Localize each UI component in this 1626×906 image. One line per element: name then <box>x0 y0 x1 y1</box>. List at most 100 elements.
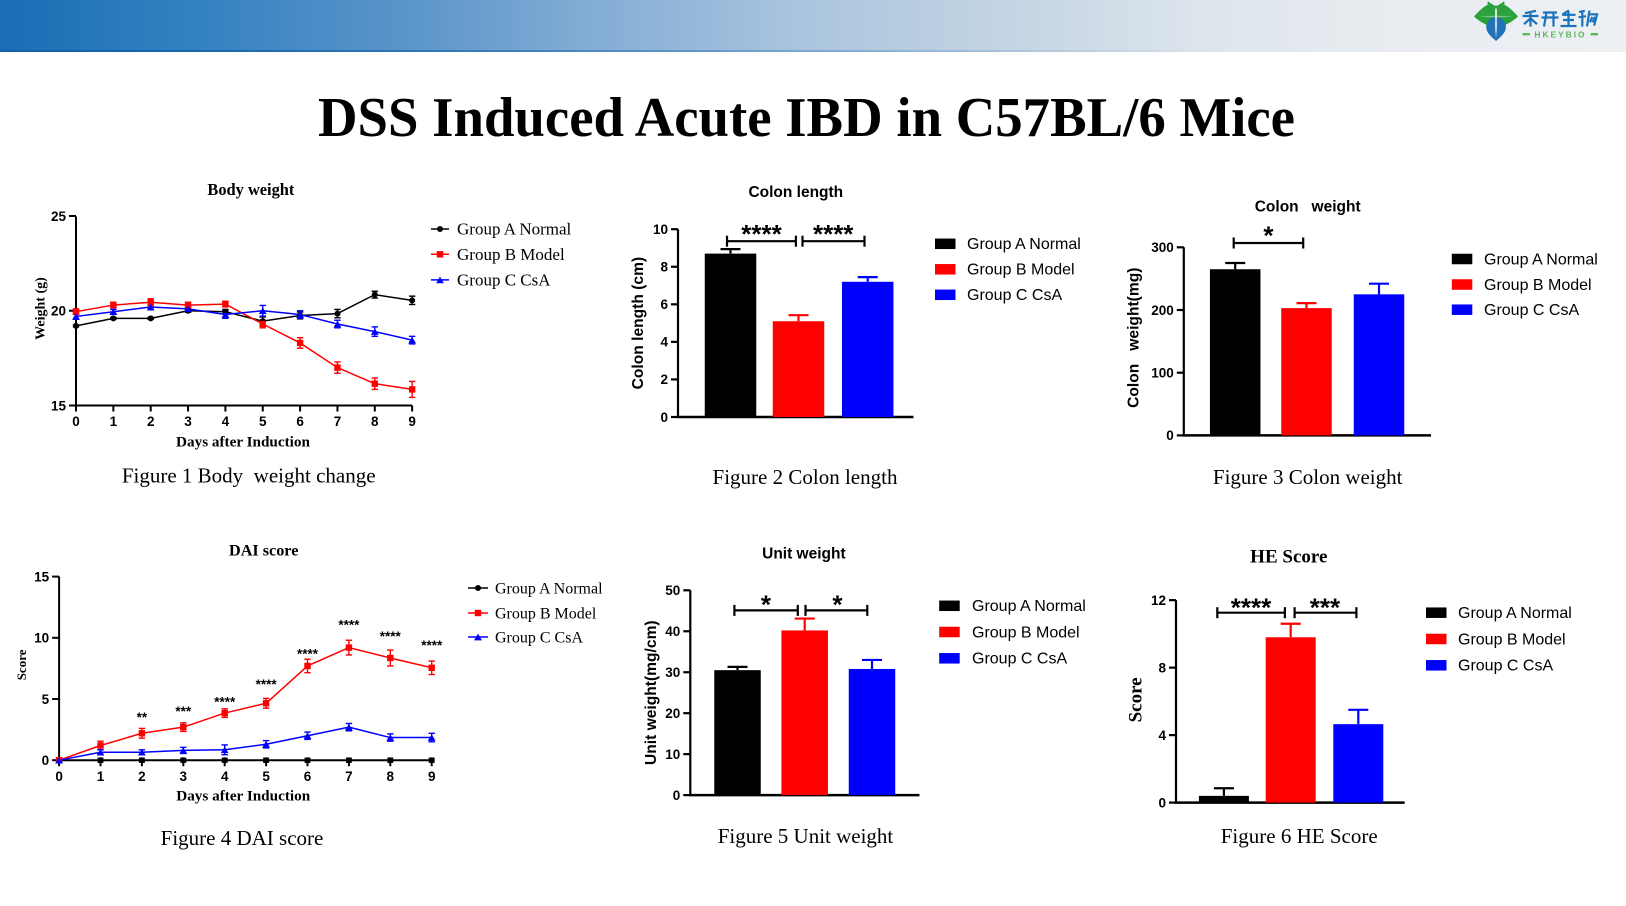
svg-text:8: 8 <box>1158 660 1166 675</box>
svg-text:Group B Model: Group B Model <box>495 605 597 622</box>
svg-text:Colon weight(mg): Colon weight(mg) <box>1126 268 1143 408</box>
svg-text:*: * <box>761 589 772 619</box>
svg-text:100: 100 <box>1151 366 1174 381</box>
svg-text:25: 25 <box>51 209 67 224</box>
svg-text:20: 20 <box>51 304 66 319</box>
svg-text:0: 0 <box>72 414 80 429</box>
svg-text:Body weight: Body weight <box>207 180 295 199</box>
svg-text:DAI score: DAI score <box>229 541 298 559</box>
svg-text:10: 10 <box>653 222 668 237</box>
svg-text:Group B Model: Group B Model <box>457 245 565 264</box>
svg-text:4: 4 <box>222 414 230 429</box>
svg-text:6: 6 <box>660 297 668 312</box>
svg-text:Group C CsA: Group C CsA <box>972 651 1067 668</box>
svg-text:Group C CsA: Group C CsA <box>1484 302 1579 319</box>
svg-text:HKEYBIO: HKEYBIO <box>1534 29 1586 39</box>
svg-text:6: 6 <box>296 414 304 429</box>
svg-text:Group C CsA: Group C CsA <box>495 629 583 646</box>
svg-text:6: 6 <box>304 769 312 784</box>
svg-text:4: 4 <box>660 335 668 350</box>
svg-text:***: *** <box>175 704 192 719</box>
svg-text:Weight (g): Weight (g) <box>34 277 49 340</box>
svg-text:0: 0 <box>1166 428 1174 443</box>
svg-text:****: **** <box>741 219 782 249</box>
svg-text:8: 8 <box>371 414 379 429</box>
svg-text:30: 30 <box>665 665 680 680</box>
svg-text:Figure 3 Colon weight: Figure 3 Colon weight <box>1213 465 1403 489</box>
svg-text:0: 0 <box>55 769 63 784</box>
svg-text:Group A Normal: Group A Normal <box>1458 605 1572 622</box>
svg-text:Figure 4 DAI score: Figure 4 DAI score <box>161 826 324 850</box>
svg-text:****: **** <box>214 695 236 710</box>
svg-text:3: 3 <box>184 414 192 429</box>
svg-text:****: **** <box>297 646 319 661</box>
svg-text:****: **** <box>813 219 854 249</box>
svg-text:DSS Induced Acute IBD in C57BL: DSS Induced Acute IBD in C57BL/6 Mice <box>318 87 1295 149</box>
svg-text:10: 10 <box>34 631 49 646</box>
svg-text:****: **** <box>256 677 278 692</box>
svg-text:Days after Induction: Days after Induction <box>176 788 310 805</box>
svg-text:9: 9 <box>408 414 416 429</box>
svg-text:Group B Model: Group B Model <box>972 624 1080 641</box>
svg-text:12: 12 <box>1151 593 1166 608</box>
svg-text:300: 300 <box>1151 240 1174 255</box>
svg-text:7: 7 <box>345 769 353 784</box>
svg-text:Unit weight: Unit weight <box>762 546 846 563</box>
svg-text:**: ** <box>137 710 148 725</box>
svg-text:Group B Model: Group B Model <box>967 262 1075 279</box>
svg-text:9: 9 <box>428 769 436 784</box>
svg-text:Colon length: Colon length <box>748 184 843 201</box>
svg-text:Group A Normal: Group A Normal <box>1484 251 1598 268</box>
svg-text:8: 8 <box>387 769 395 784</box>
svg-text:Group A Normal: Group A Normal <box>972 598 1086 615</box>
svg-text:Score: Score <box>14 649 29 680</box>
svg-text:Group A Normal: Group A Normal <box>457 220 572 239</box>
svg-text:0: 0 <box>42 753 50 768</box>
svg-text:20: 20 <box>665 706 680 721</box>
svg-text:Group C CsA: Group C CsA <box>457 271 551 290</box>
svg-text:40: 40 <box>665 624 680 639</box>
svg-text:Figure 2 Colon length: Figure 2 Colon length <box>713 465 898 489</box>
svg-text:Group A Normal: Group A Normal <box>495 580 603 597</box>
svg-text:****: **** <box>380 629 402 644</box>
svg-text:5: 5 <box>259 414 267 429</box>
svg-text:10: 10 <box>665 747 680 762</box>
svg-text:0: 0 <box>660 410 668 425</box>
svg-text:Figure 5 Unit weight: Figure 5 Unit weight <box>718 824 894 848</box>
svg-text:3: 3 <box>180 769 188 784</box>
svg-text:2: 2 <box>660 372 668 387</box>
svg-text:1: 1 <box>97 769 105 784</box>
svg-text:4: 4 <box>221 769 229 784</box>
svg-text:2: 2 <box>138 769 146 784</box>
svg-text:8: 8 <box>660 260 668 275</box>
svg-text:Score: Score <box>1126 677 1147 722</box>
svg-text:Group A Normal: Group A Normal <box>967 236 1081 253</box>
svg-text:****: **** <box>338 617 360 632</box>
svg-text:5: 5 <box>262 769 270 784</box>
svg-text:Figure 1 Body weight change: Figure 1 Body weight change <box>122 463 376 487</box>
svg-text:Unit weight(mg/cm): Unit weight(mg/cm) <box>643 620 660 765</box>
svg-text:2: 2 <box>147 414 155 429</box>
svg-text:Group C CsA: Group C CsA <box>967 287 1062 304</box>
svg-text:*: * <box>1263 221 1274 251</box>
svg-text:HE Score: HE Score <box>1250 546 1327 567</box>
svg-text:15: 15 <box>51 398 67 413</box>
svg-text:*: * <box>832 589 843 619</box>
svg-text:Colon length (cm): Colon length (cm) <box>630 257 647 390</box>
svg-text:4: 4 <box>1158 728 1166 743</box>
svg-text:***: *** <box>1310 592 1341 622</box>
svg-text:50: 50 <box>665 583 680 598</box>
svg-text:0: 0 <box>1158 795 1166 810</box>
svg-text:200: 200 <box>1151 303 1174 318</box>
svg-text:Group B Model: Group B Model <box>1458 631 1566 648</box>
svg-text:****: **** <box>421 638 443 653</box>
svg-text:0: 0 <box>673 788 681 803</box>
svg-text:Colon weight: Colon weight <box>1255 199 1361 216</box>
svg-text:5: 5 <box>42 692 50 707</box>
svg-text:****: **** <box>1231 592 1272 622</box>
svg-text:Days after Induction: Days after Induction <box>176 434 310 451</box>
svg-text:1: 1 <box>110 414 118 429</box>
svg-text:15: 15 <box>34 569 50 584</box>
svg-text:Group B Model: Group B Model <box>1484 277 1592 294</box>
svg-text:7: 7 <box>334 414 342 429</box>
